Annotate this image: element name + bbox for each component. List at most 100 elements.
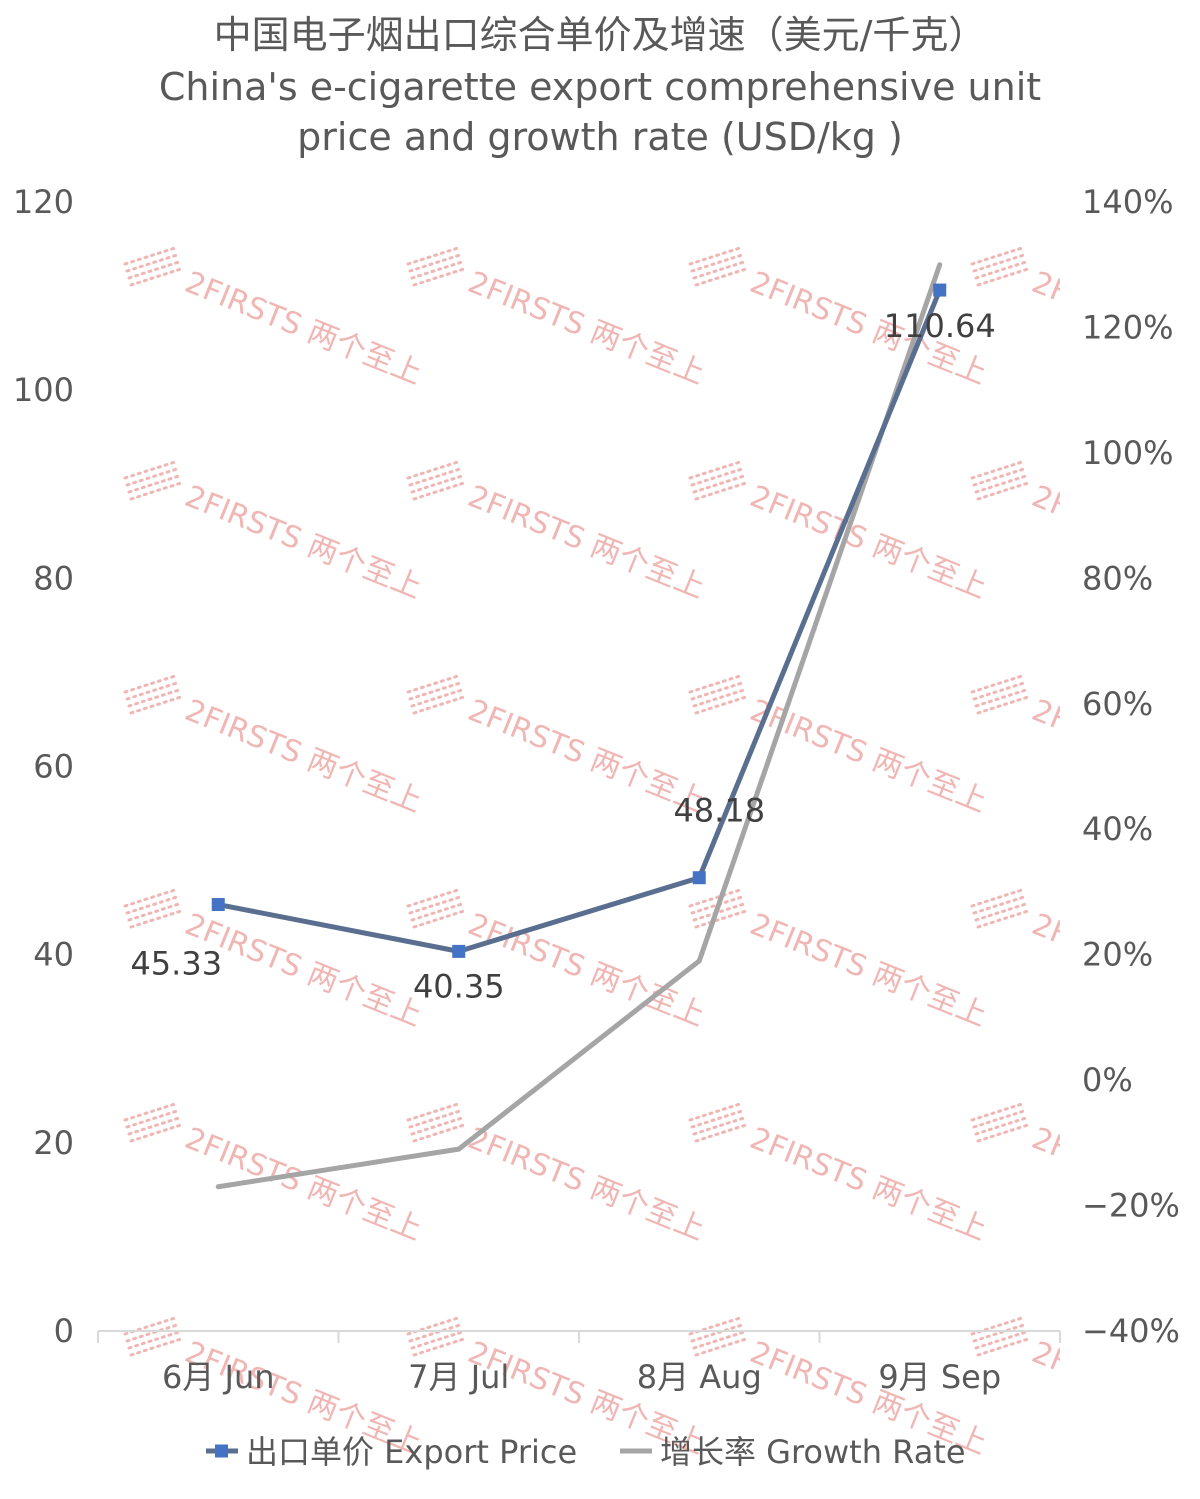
y-right-tick-label: 140% [1082, 183, 1173, 221]
watermark-streak [129, 695, 183, 715]
y-right-tick-label: 120% [1082, 308, 1173, 346]
y-right-tick-label: 20% [1082, 936, 1153, 974]
watermark-streak [410, 1330, 464, 1350]
watermark-streak [974, 688, 1028, 708]
watermark-streak [692, 1116, 746, 1136]
chart-legend: 出口单价 Export Price 增长率 Growth Rate [206, 1433, 966, 1471]
y-right-tick-label: −20% [1082, 1187, 1180, 1225]
chart-title: 中国电子烟出口综合单价及增速（美元/千克） China's e-cigarett… [159, 13, 1041, 159]
x-tick-label: 8月 Aug [637, 1358, 762, 1396]
watermark-streak [976, 909, 1030, 929]
watermark-streak [976, 695, 1030, 715]
watermark-streak [692, 260, 746, 280]
watermark-logo: 2FIRSTS 两个至上 [406, 246, 710, 392]
data-label-export-price: 48.18 [673, 792, 765, 830]
watermark-streak [690, 895, 744, 915]
watermark-streak [127, 688, 181, 708]
watermark-text: 2FIRSTS 两个至上 [463, 265, 710, 392]
watermark-streak [970, 246, 1024, 266]
y-left-tick-label: 120 [13, 183, 74, 221]
watermark-streak [129, 481, 183, 501]
watermark-streak [694, 1123, 748, 1143]
watermark-streak [125, 895, 179, 915]
watermark-logo: 2FIRSTS 两个至上 [406, 460, 710, 606]
watermark-streak [690, 1109, 744, 1129]
chart-title-cn: 中国电子烟出口综合单价及增速（美元/千克） [214, 13, 987, 57]
y-left-tick-label: 100 [13, 371, 74, 409]
watermark-streak [690, 467, 744, 487]
watermark-logo: 2FIRSTS 两个至上 [970, 1102, 1200, 1248]
watermark-streak [974, 1330, 1028, 1350]
y-left-tick-label: 0 [54, 1312, 74, 1350]
watermark-streak [408, 1323, 462, 1343]
watermark-streak [690, 1323, 744, 1343]
watermark-streak [406, 1102, 460, 1122]
watermark-logo: 2FIRSTS 两个至上 [688, 888, 992, 1034]
watermark-streak [694, 695, 748, 715]
watermark-streak [970, 1102, 1024, 1122]
watermark-text: 2FIRSTS 两个至上 [1027, 1335, 1200, 1462]
watermark-streak [125, 253, 179, 273]
watermark-text: 2FIRSTS 两个至上 [745, 907, 992, 1034]
watermark-streak [412, 1337, 466, 1357]
watermark-streak [692, 1330, 746, 1350]
watermark-logo: 2FIRSTS 两个至上 [123, 460, 427, 606]
y-right-tick-label: 100% [1082, 434, 1173, 472]
watermark-streak [970, 460, 1024, 480]
y-right-tick-label: 40% [1082, 810, 1153, 848]
x-tick-label: 9月 Sep [878, 1358, 1001, 1396]
watermark-streak [406, 460, 460, 480]
legend-label: 出口单价 Export Price [246, 1433, 577, 1471]
data-label-export-price: 40.35 [413, 967, 505, 1005]
watermark-streak [976, 267, 1030, 287]
watermark-streak [406, 888, 460, 908]
watermark-streak [972, 681, 1026, 701]
watermark-streak [123, 1102, 177, 1122]
watermark-logo: 2FIRSTS 两个至上 [406, 888, 710, 1034]
watermark-streak [127, 1330, 181, 1350]
watermark-streak [408, 253, 462, 273]
watermark-streak [408, 1109, 462, 1129]
watermark-streak [129, 1123, 183, 1143]
watermark-streak [410, 1116, 464, 1136]
watermark-streak [412, 695, 466, 715]
watermark-text: 2FIRSTS 两个至上 [1027, 1121, 1200, 1248]
watermark-streak [127, 902, 181, 922]
x-tick-label: 6月 Jun [162, 1358, 275, 1396]
watermark-streak [694, 909, 748, 929]
watermark-streak [123, 888, 177, 908]
watermark-streak [123, 246, 177, 266]
watermark-streak [970, 674, 1024, 694]
y-right-tick-label: 60% [1082, 685, 1153, 723]
watermark-logo: 2FIRSTS 两个至上 [688, 1102, 992, 1248]
watermark-streak [688, 1102, 742, 1122]
watermark-logo: 2FIRSTS 两个至上 [123, 674, 427, 820]
watermark-streak [974, 474, 1028, 494]
watermark-streak [125, 1323, 179, 1343]
watermark-streak [125, 1109, 179, 1129]
watermark-streak [123, 674, 177, 694]
watermark-streak [690, 253, 744, 273]
watermark-streak [976, 481, 1030, 501]
watermark-streak [688, 246, 742, 266]
watermark-streak [970, 888, 1024, 908]
watermark-streak [974, 1116, 1028, 1136]
legend-item-export-price: 出口单价 Export Price [206, 1433, 577, 1471]
data-label-export-price: 45.33 [130, 945, 222, 983]
watermark-streak [412, 267, 466, 287]
y-left-tick-label: 60 [33, 748, 74, 786]
watermark-streak [123, 460, 177, 480]
watermark-streak [972, 467, 1026, 487]
export-price-marker [933, 283, 947, 297]
watermark-streak [972, 1109, 1026, 1129]
watermark-text: 2FIRSTS 两个至上 [745, 1121, 992, 1248]
watermark-streak [976, 1337, 1030, 1357]
watermark-streak [688, 674, 742, 694]
export-price-marker [452, 944, 466, 958]
data-label-export-price: 110.64 [884, 307, 996, 345]
export-price-marker [211, 898, 225, 912]
watermark-streak [410, 260, 464, 280]
watermark-text: 2FIRSTS 两个至上 [180, 265, 427, 392]
